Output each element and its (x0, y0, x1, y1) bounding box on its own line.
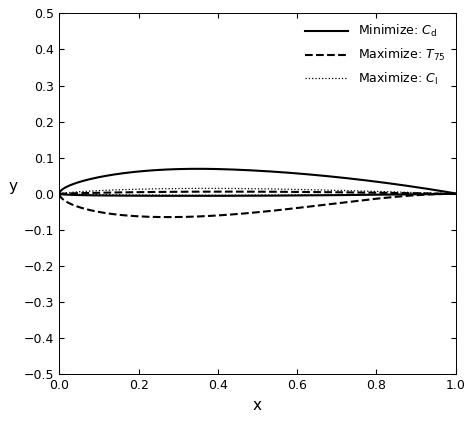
Legend: Minimize: $C_\mathrm{d}$, Maximize: $T_{75}$, Maximize: $C_\mathrm{l}$: Minimize: $C_\mathrm{d}$, Maximize: $T_{… (301, 20, 449, 91)
X-axis label: x: x (253, 398, 262, 413)
Y-axis label: y: y (9, 179, 18, 194)
